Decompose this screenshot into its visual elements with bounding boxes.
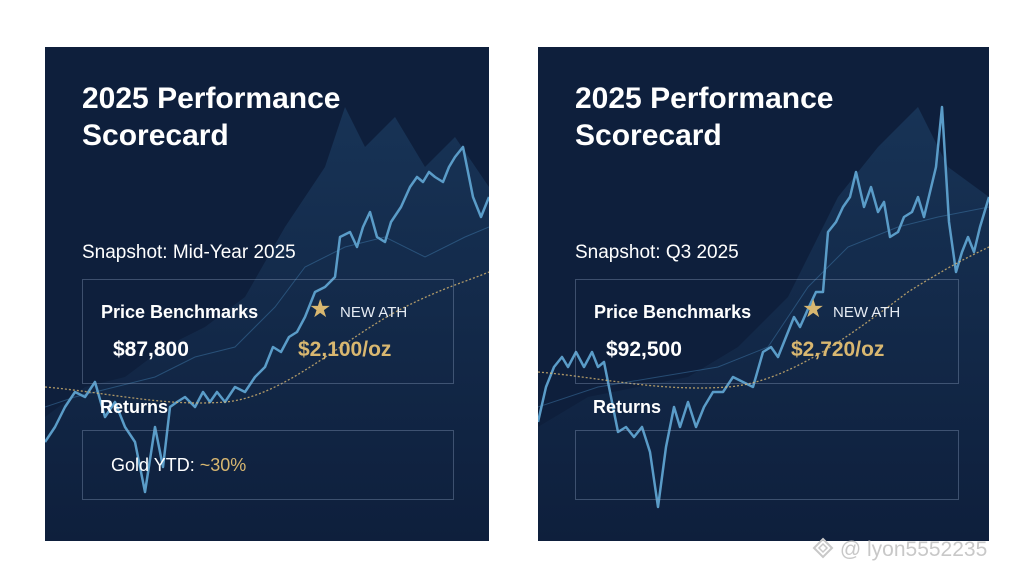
card-title: 2025 Performance Scorecard <box>575 82 834 152</box>
returns-value: ~30% <box>199 455 247 475</box>
card-title: 2025 Performance Scorecard <box>82 82 341 152</box>
new-ath-badge: NEW ATH <box>833 304 901 321</box>
watermark: @ lyon5552235 <box>812 537 987 562</box>
snapshot-label: Snapshot: Mid-Year 2025 <box>82 242 296 263</box>
gold-trend-line <box>538 246 989 389</box>
scorecard-right: 2025 Performance Scorecard Snapshot: Q3 … <box>538 47 989 541</box>
new-ath-badge: NEW ATH <box>340 304 408 321</box>
btc-price: $92,500 <box>606 338 682 361</box>
price-line <box>45 145 489 494</box>
price-benchmarks-label: Price Benchmarks <box>594 302 752 322</box>
price-chart-background <box>45 107 489 541</box>
returns-panel <box>575 430 959 500</box>
returns-prefix: Gold YTD: <box>111 455 200 475</box>
returns-text: Gold YTD: ~30% <box>111 455 246 476</box>
price-benchmarks-panel: Price Benchmarks ★ NEW ATH $92,500 $2,72… <box>575 279 959 384</box>
star-icon: ★ <box>802 295 825 323</box>
snapshot-label: Snapshot: Q3 2025 <box>575 242 739 263</box>
diamond-logo-icon <box>812 537 834 559</box>
watermark-text: @ lyon5552235 <box>839 538 988 561</box>
price-benchmarks-panel: Price Benchmarks ★ NEW ATH $87,800 $2,10… <box>82 279 454 384</box>
price-chart-background <box>538 105 989 541</box>
gold-price: $2,100/oz <box>298 338 392 361</box>
gold-trend-line <box>45 271 489 404</box>
scorecard-left: 2025 Performance Scorecard Snapshot: Mid… <box>45 47 489 541</box>
price-line <box>538 105 989 509</box>
btc-price: $87,800 <box>113 338 189 361</box>
returns-panel: Gold YTD: ~30% <box>82 430 454 500</box>
returns-label: Returns <box>593 397 662 417</box>
gold-price: $2,720/oz <box>791 338 885 361</box>
star-icon: ★ <box>309 295 332 323</box>
price-benchmarks-label: Price Benchmarks <box>101 302 259 322</box>
returns-label: Returns <box>100 397 169 417</box>
